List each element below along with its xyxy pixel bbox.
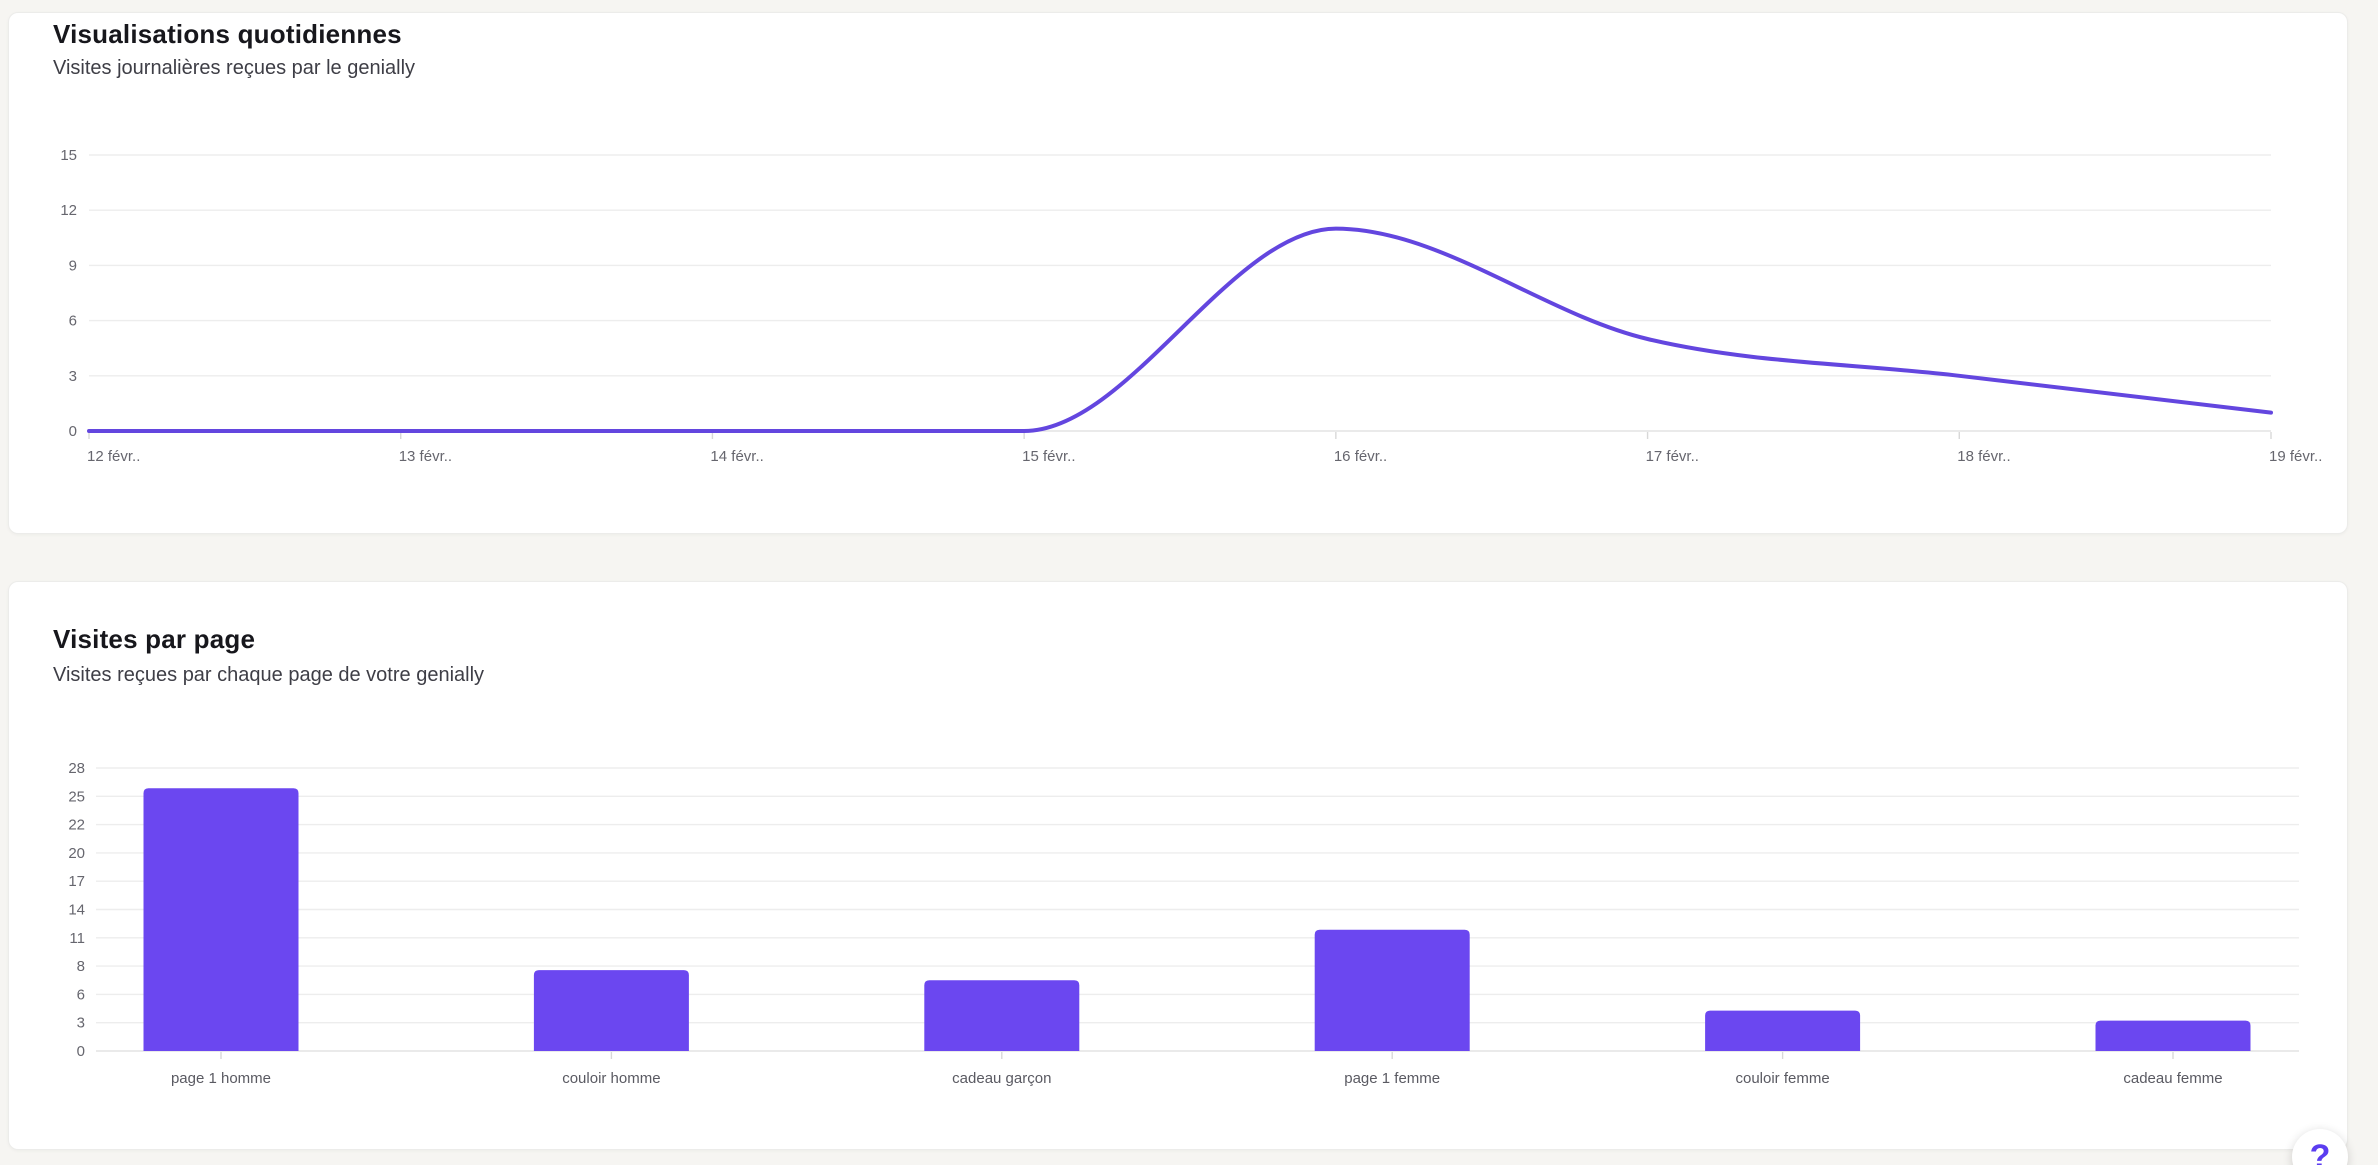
svg-text:17 févr..: 17 févr.. xyxy=(1646,448,1699,465)
svg-text:17: 17 xyxy=(68,873,85,890)
svg-text:15: 15 xyxy=(60,147,77,164)
svg-text:6: 6 xyxy=(77,986,85,1003)
svg-text:couloir homme: couloir homme xyxy=(562,1070,660,1087)
svg-text:14: 14 xyxy=(68,902,85,919)
svg-text:13 févr..: 13 févr.. xyxy=(399,448,452,465)
svg-text:9: 9 xyxy=(69,257,77,274)
svg-text:3: 3 xyxy=(69,368,77,385)
svg-text:0: 0 xyxy=(77,1043,85,1060)
svg-text:20: 20 xyxy=(68,845,85,862)
svg-text:12: 12 xyxy=(60,202,77,219)
svg-text:14 févr..: 14 févr.. xyxy=(710,448,763,465)
svg-text:page 1 homme: page 1 homme xyxy=(171,1070,271,1087)
svg-text:19 févr..: 19 févr.. xyxy=(2269,448,2322,465)
svg-text:16 févr..: 16 févr.. xyxy=(1334,448,1387,465)
svg-text:11: 11 xyxy=(69,930,85,947)
svg-text:8: 8 xyxy=(77,958,85,975)
svg-text:0: 0 xyxy=(69,423,77,440)
svg-text:22: 22 xyxy=(68,817,85,834)
daily-views-title: Visualisations quotidiennes xyxy=(53,19,402,49)
svg-text:6: 6 xyxy=(69,313,77,330)
question-mark-icon: ? xyxy=(2309,1137,2331,1165)
svg-text:15 févr..: 15 févr.. xyxy=(1022,448,1075,465)
daily-views-card: Visualisations quotidiennes Visites jour… xyxy=(8,12,2348,534)
svg-text:28: 28 xyxy=(68,760,85,777)
daily-views-line-chart[interactable]: 0 3 6 9 12 15 12 févr.. 13 févr.. 14 févr.. 15 fé… xyxy=(9,53,2349,533)
svg-text:cadeau garçon: cadeau garçon xyxy=(952,1070,1051,1087)
daily-views-subtitle: Visites journalières reçues par le genia… xyxy=(53,57,416,79)
svg-text:18 févr..: 18 févr.. xyxy=(1957,448,2010,465)
visits-per-page-subtitle: Visites reçues par chaque page de votre … xyxy=(53,664,485,686)
svg-text:cadeau femme: cadeau femme xyxy=(2123,1070,2222,1087)
svg-text:page 1 femme: page 1 femme xyxy=(1344,1070,1440,1087)
svg-text:12 févr..: 12 févr.. xyxy=(87,448,140,465)
svg-text:3: 3 xyxy=(77,1015,85,1032)
visits-per-page-title: Visites par page xyxy=(53,624,256,654)
visits-per-page-bar-chart[interactable]: 0 3 6 8 11 14 17 20 22 25 28 page 1 homme couloir ho… xyxy=(9,599,2349,1149)
svg-text:couloir femme: couloir femme xyxy=(1735,1070,1829,1087)
visits-per-page-card: Visites par page Visites reçues par chaq… xyxy=(8,581,2348,1150)
svg-text:25: 25 xyxy=(68,788,85,805)
